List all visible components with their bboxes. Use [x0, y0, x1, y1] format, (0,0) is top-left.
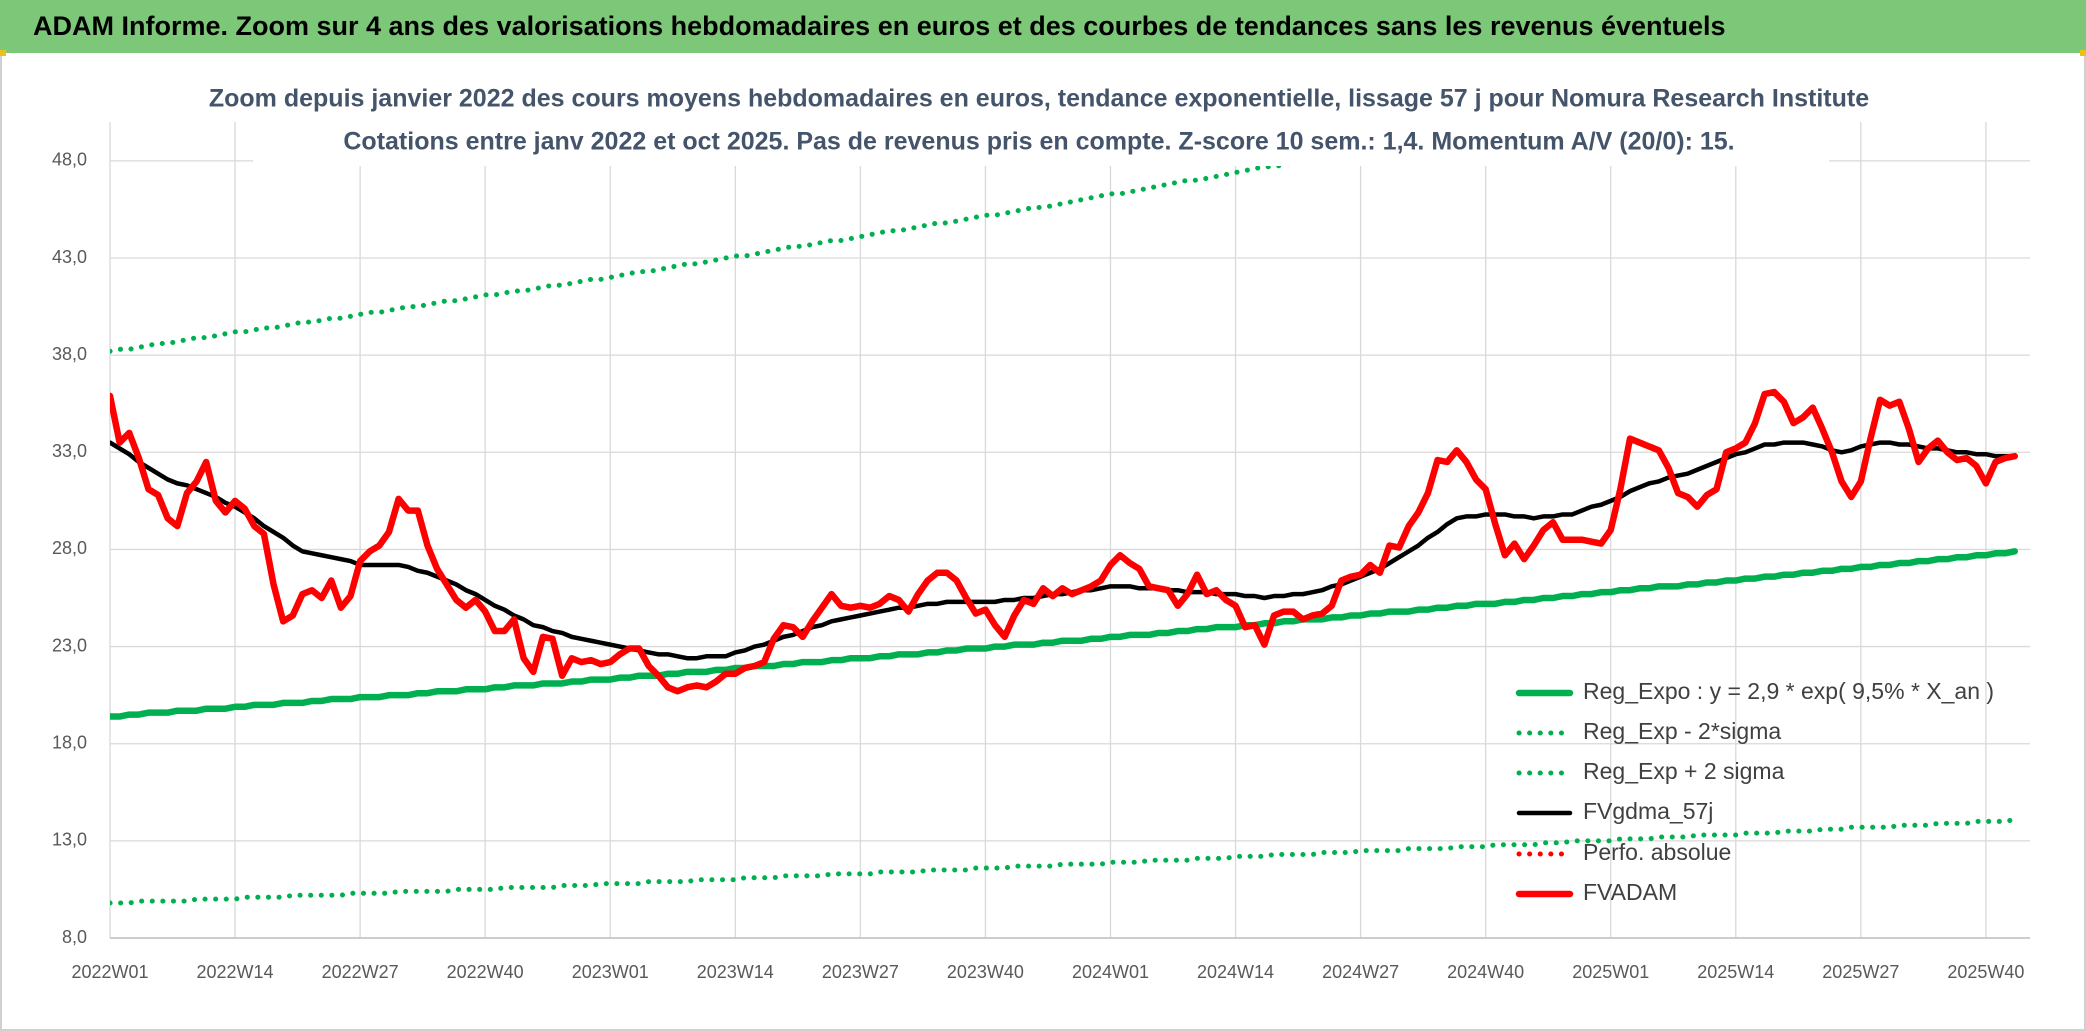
x-tick-label: 2023W27 — [822, 962, 899, 982]
y-tick-label: 13,0 — [52, 830, 87, 850]
header-title: ADAM Informe. Zoom sur 4 ans des valoris… — [33, 11, 1726, 41]
legend-label: Reg_Expo : y = 2,9 * exp( 9,5% * X_an ) — [1583, 678, 1994, 704]
x-tick-label: 2022W01 — [71, 962, 148, 982]
x-tick-label: 2023W14 — [697, 962, 774, 982]
x-tick-label: 2025W14 — [1697, 962, 1774, 982]
series-line — [110, 122, 1537, 354]
x-tick-label: 2024W40 — [1447, 962, 1524, 982]
x-tick-label: 2023W01 — [572, 962, 649, 982]
series-line — [110, 548, 2019, 720]
y-tick-label: 38,0 — [52, 344, 87, 364]
corner-mark — [2080, 50, 2086, 56]
y-tick-label: 18,0 — [52, 732, 87, 752]
series-line — [110, 440, 2018, 661]
chart-subtitle: Cotations entre janv 2022 et oct 2025. P… — [343, 128, 1734, 156]
x-tick-label: 2022W27 — [322, 962, 399, 982]
legend-label: Reg_Exp + 2 sigma — [1583, 758, 1785, 784]
legend-label: FVADAM — [1583, 879, 1677, 905]
axes: 8,0 13,0 18,0 23,0 28,0 33,0 38,0 43,0 48,0 2022W… — [52, 150, 2030, 982]
y-tick-label: 8,0 — [62, 927, 87, 947]
x-tick-label: 2025W01 — [1572, 962, 1649, 982]
header-bar — [0, 0, 2086, 53]
corner-mark — [0, 50, 6, 56]
legend-label: Reg_Exp - 2*sigma — [1583, 718, 1781, 744]
y-tick-label: 28,0 — [52, 538, 87, 558]
x-tick-label: 2023W40 — [947, 962, 1024, 982]
y-tick-label: 48,0 — [52, 150, 87, 170]
x-tick-label: 2025W27 — [1822, 962, 1899, 982]
x-tick-label: 2024W01 — [1072, 962, 1149, 982]
y-tick-label: 23,0 — [52, 635, 87, 655]
chart-title: Zoom depuis janvier 2022 des cours moyen… — [209, 85, 1869, 113]
y-tick-label: 33,0 — [52, 441, 87, 461]
series-line — [110, 816, 2018, 906]
x-tick-label: 2022W40 — [447, 962, 524, 982]
y-tick-label: 43,0 — [52, 247, 87, 267]
x-tick-label: 2024W14 — [1197, 962, 1274, 982]
x-tick-label: 2022W14 — [197, 962, 274, 982]
legend-label: Perfo. absolue — [1583, 839, 1731, 865]
x-tick-label: 2025W40 — [1947, 962, 2024, 982]
legend: Reg_Expo : y = 2,9 * exp( 9,5% * X_an ) R… — [1515, 678, 1994, 905]
legend-label: FVgdma_57j — [1583, 798, 1713, 824]
x-tick-label: 2024W27 — [1322, 962, 1399, 982]
plot-area — [110, 122, 2019, 906]
title-box — [253, 77, 1829, 166]
series-line — [110, 388, 2019, 695]
